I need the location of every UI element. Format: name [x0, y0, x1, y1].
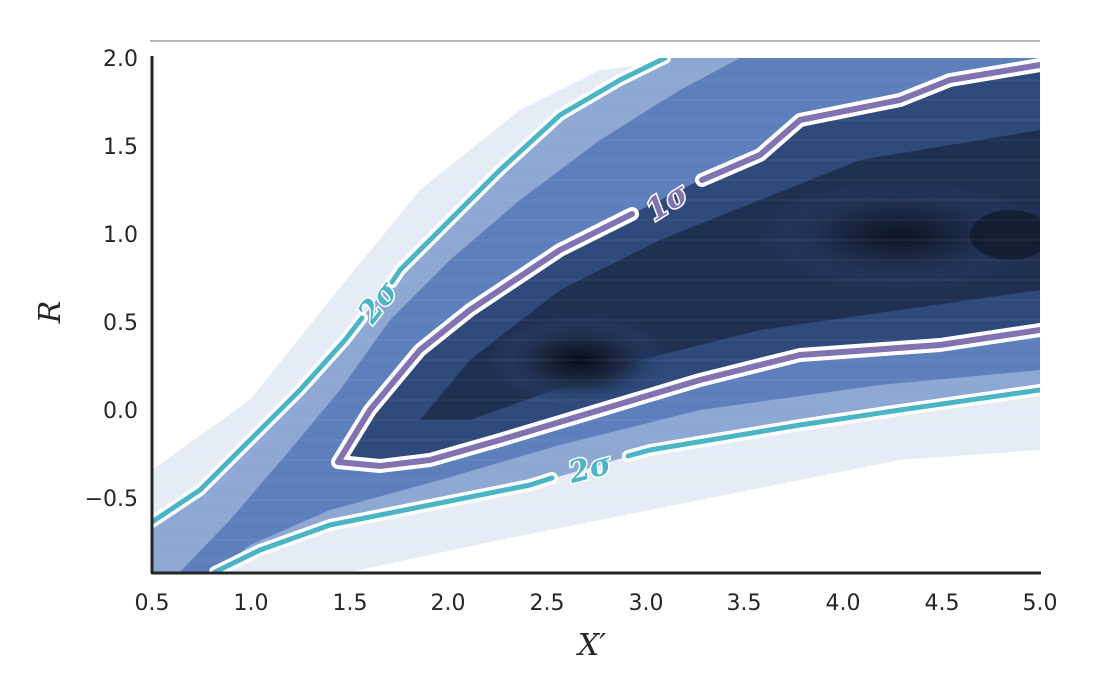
x-tick-labels: 0.5 1.0 1.5 2.0 2.5 3.0 3.5 4.0 4.5 5.0	[135, 591, 1058, 616]
y-axis-label: R	[33, 301, 68, 325]
x-tick-label: 4.5	[925, 591, 960, 616]
contour-2sigma-lower	[212, 475, 555, 572]
y-tick-label: 0.5	[103, 311, 138, 336]
x-tick-label: 0.5	[135, 591, 170, 616]
y-tick-label: 1.5	[103, 135, 138, 160]
contour-1sigma	[699, 62, 1040, 183]
y-tick-label: 0.0	[103, 399, 138, 424]
x-tick-label: 5.0	[1023, 591, 1058, 616]
y-tick-labels: 2.0 1.5 1.0 0.5 0.0 −0.5	[85, 47, 138, 512]
x-tick-label: 4.0	[826, 591, 861, 616]
y-tick-label: 2.0	[103, 47, 138, 72]
x-tick-label: 3.5	[727, 591, 762, 616]
contour-2sigma-lower	[625, 387, 1040, 459]
contour-2sigma-upper	[389, 58, 668, 285]
y-tick-label: −0.5	[85, 487, 138, 512]
x-tick-label: 1.0	[234, 591, 269, 616]
x-axis-label: X′	[576, 628, 606, 663]
contour-1sigma	[335, 211, 1040, 469]
x-tick-label: 1.5	[333, 591, 368, 616]
hexbin-density	[152, 58, 1040, 572]
x-tick-label: 2.0	[431, 591, 466, 616]
x-tick-label: 3.0	[629, 591, 664, 616]
contour-2sigma-upper	[152, 315, 365, 525]
y-tick-label: 1.0	[103, 223, 138, 248]
x-tick-label: 2.5	[530, 591, 565, 616]
